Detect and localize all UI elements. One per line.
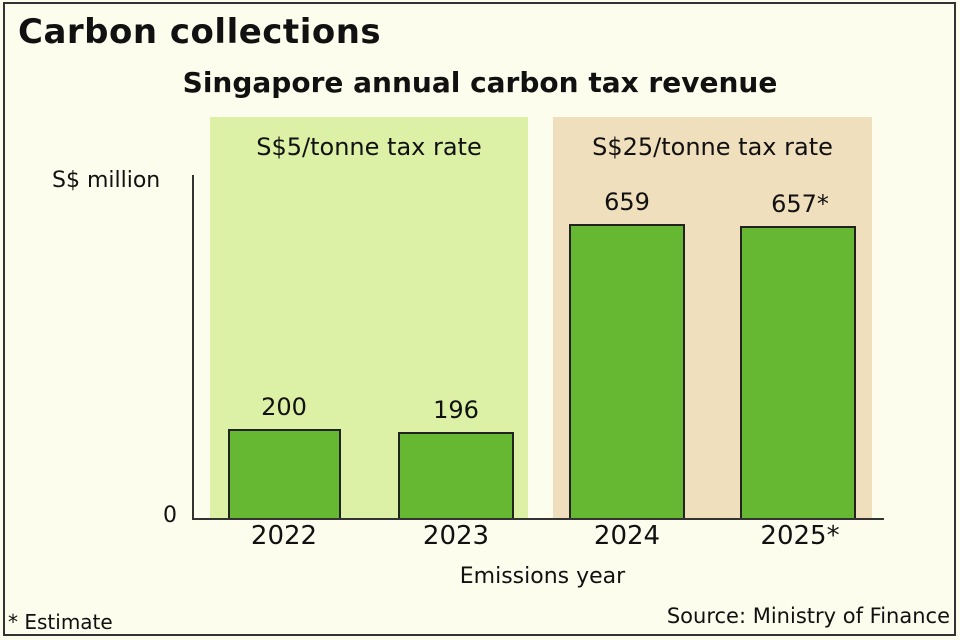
bar-value-label: 659	[604, 188, 650, 216]
bar-2023	[398, 432, 514, 519]
bar-2024	[569, 224, 685, 519]
x-tick-label: 2025*	[760, 521, 840, 551]
x-tick-label: 2024	[593, 521, 661, 551]
bar-2025	[740, 226, 856, 519]
band-high-rate-label: S$25/tonne tax rate	[592, 133, 833, 161]
bar-value-label: 196	[433, 396, 479, 424]
x-axis-line	[192, 518, 884, 520]
bar-value-label: 657*	[771, 190, 829, 218]
y-axis-line	[192, 175, 194, 520]
x-axis-label: Emissions year	[459, 564, 626, 589]
bar-value-label: 200	[261, 393, 307, 421]
y-axis-zero-tick: 0	[163, 503, 177, 528]
bar-2022	[228, 429, 341, 519]
source-credit: Source: Ministry of Finance	[666, 604, 950, 628]
estimate-note: * Estimate	[8, 610, 113, 634]
chart-title: Carbon collections	[18, 12, 382, 52]
chart-subtitle: Singapore annual carbon tax revenue	[182, 66, 778, 99]
x-tick-label: 2022	[250, 521, 318, 551]
band-low-rate-label: S$5/tonne tax rate	[256, 133, 482, 161]
x-tick-label: 2023	[422, 521, 490, 551]
y-axis-label: S$ million	[52, 168, 161, 193]
